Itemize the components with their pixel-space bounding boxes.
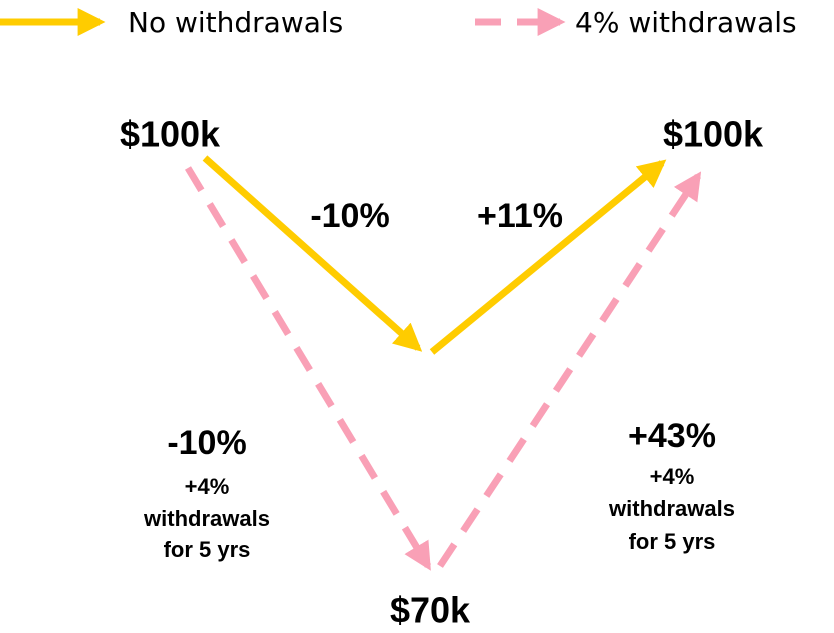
pink-decline-note: +4% [185, 474, 230, 499]
yellow-recovery-label: +11% [477, 197, 563, 235]
end-value: $100k [663, 114, 764, 155]
yellow-recovery-arrow [429, 159, 667, 355]
pink-decline-label: -10% [167, 424, 246, 462]
pink-decline-arrow [185, 166, 431, 571]
legend-label: 4% withdrawals [575, 6, 797, 39]
pink-recovery-note: for 5 yrs [629, 529, 716, 554]
pink-decline-note: for 5 yrs [164, 537, 251, 562]
yellow-decline-label: -10% [310, 197, 389, 235]
pink-recovery-note: withdrawals [608, 496, 735, 521]
pink-decline-note: withdrawals [143, 506, 270, 531]
start-value: $100k [120, 114, 221, 155]
legend-label: No withdrawals [128, 6, 343, 39]
pink-recovery-note: +4% [650, 464, 695, 489]
pink-recovery-label: +43% [628, 417, 716, 455]
bottom-value: $70k [390, 590, 471, 631]
yellow-decline-arrow [202, 155, 423, 352]
pink-recovery-arrow [437, 171, 702, 568]
